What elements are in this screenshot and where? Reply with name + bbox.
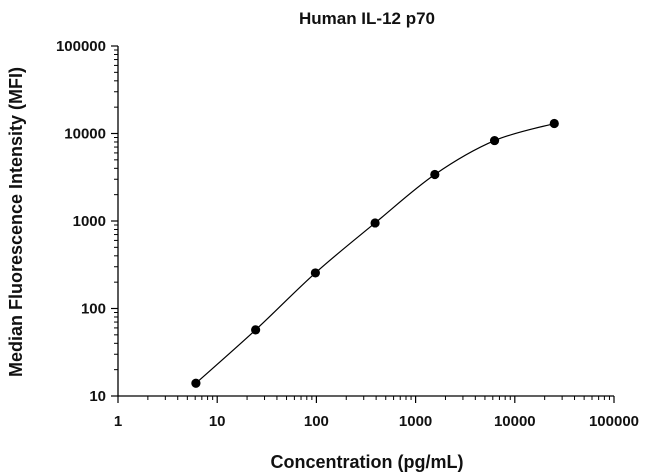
chart-title: Human IL-12 p70 [299, 9, 435, 28]
y-tick-label: 10000 [64, 126, 106, 143]
data-points [191, 118, 559, 388]
x-tick-label: 10 [209, 413, 226, 430]
x-tick-label: 100000 [589, 413, 639, 430]
y-tick-label: 10 [89, 388, 106, 405]
x-tick-label: 10000 [494, 413, 536, 430]
x-axis-label: Concentration (pg/mL) [271, 452, 464, 472]
data-point [251, 325, 261, 335]
data-point [430, 169, 440, 180]
data-point [549, 118, 559, 129]
y-axis-ticks: 10 100 1000 10000 100000 [56, 38, 118, 405]
data-point [310, 268, 320, 278]
x-axis-ticks: 1 10 100 1000 10000 100000 [114, 396, 639, 430]
x-tick-label: 100 [304, 413, 329, 430]
y-axis-label: Median Fluorescence Intensity (MFI) [6, 67, 26, 377]
y-tick-label: 100 [81, 301, 106, 318]
data-point [191, 378, 201, 388]
y-tick-label: 100000 [56, 38, 106, 55]
y-tick-label: 1000 [73, 213, 106, 230]
x-tick-label: 1000 [399, 413, 432, 430]
data-point [370, 218, 380, 228]
x-tick-label: 1 [114, 413, 122, 430]
fit-curve [195, 122, 555, 384]
plot-frame [117, 46, 614, 397]
data-point [489, 135, 500, 146]
